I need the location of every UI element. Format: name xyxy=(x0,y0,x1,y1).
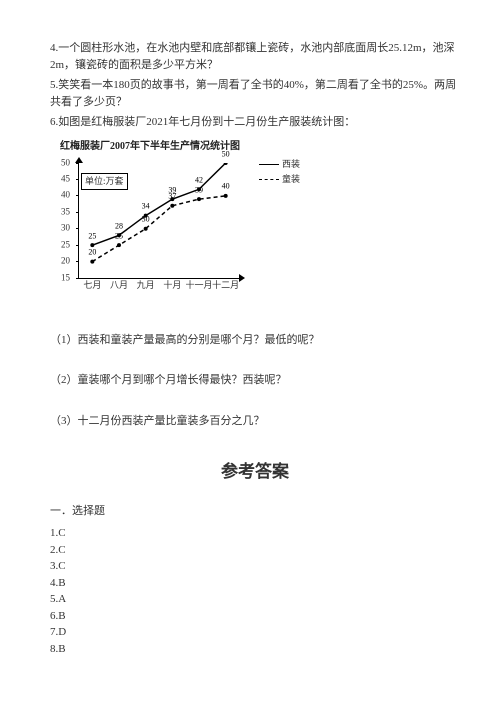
x-label: 九月 xyxy=(137,279,155,293)
question-5: 5.笑笑看一本180页的故事书，第一周看了全书的40%，第二周看了全书的25%。… xyxy=(50,77,460,110)
x-label: 十月 xyxy=(163,279,181,293)
answer-line: 4.B xyxy=(50,575,460,592)
x-label: 十二月 xyxy=(212,279,239,293)
x-label: 七月 xyxy=(83,279,101,293)
plot-area: 单位:万套 1520253035404550七月八月九月十月十一月十二月2528… xyxy=(78,163,239,279)
x-arrow-icon xyxy=(239,274,245,282)
legend-line-solid-icon xyxy=(259,164,279,165)
answer-line: 5.A xyxy=(50,591,460,608)
answer-line: 3.C xyxy=(50,558,460,575)
legend-dash-label: 童装 xyxy=(282,173,300,187)
y-tick-label: 15 xyxy=(61,271,70,285)
x-label: 八月 xyxy=(110,279,128,293)
question-6-1: （1）西装和童装产量最高的分别是哪个月？最低的呢？ xyxy=(50,332,460,349)
y-tick-label: 45 xyxy=(61,172,70,186)
question-6-3: （3）十二月份西装产量比童装多百分之几？ xyxy=(50,413,460,430)
legend-solid-label: 西装 xyxy=(282,158,300,172)
point-label: 50 xyxy=(222,148,230,160)
legend-line-dash-icon xyxy=(259,179,279,180)
answer-line: 8.B xyxy=(50,641,460,658)
answer-line: 1.C xyxy=(50,525,460,542)
question-4: 4.一个圆柱形水池，在水池内壁和底部都镶上瓷砖，水池内部底面周长25.12m，池… xyxy=(50,40,460,73)
y-tick-label: 35 xyxy=(61,205,70,219)
chart-box: 西装 童装 单位:万套 1520253035404550七月八月九月十月十一月十… xyxy=(60,158,270,308)
question-6-2: （2）童装哪个月到哪个月增长得最快？西装呢？ xyxy=(50,372,460,389)
y-tick-label: 20 xyxy=(61,254,70,268)
y-tick-label: 30 xyxy=(61,221,70,235)
answers-title: 参考答案 xyxy=(50,459,460,485)
question-6: 6.如图是红梅服装厂2021年七月份到十二月份生产服装统计图： xyxy=(50,114,460,131)
chart-lines xyxy=(79,163,239,278)
section-heading: 一．选择题 xyxy=(50,503,460,520)
chart-container: 红梅服装厂2007年下半年生产情况统计图 西装 童装 单位:万套 1520253… xyxy=(60,139,460,308)
legend-solid: 西装 xyxy=(259,158,300,172)
answer-line: 2.C xyxy=(50,542,460,559)
answer-line: 7.D xyxy=(50,624,460,641)
y-tick-label: 40 xyxy=(61,189,70,203)
y-tick xyxy=(76,278,79,279)
x-label: 十一月 xyxy=(185,279,212,293)
y-tick-label: 50 xyxy=(61,156,70,170)
chart-title: 红梅服装厂2007年下半年生产情况统计图 xyxy=(60,139,460,154)
legend-dash: 童装 xyxy=(259,173,300,187)
y-tick-label: 25 xyxy=(61,238,70,252)
chart-legend: 西装 童装 xyxy=(259,158,300,189)
answer-line: 6.B xyxy=(50,608,460,625)
answers-list: 1.C2.C3.C4.B5.A6.B7.D8.B xyxy=(50,525,460,657)
